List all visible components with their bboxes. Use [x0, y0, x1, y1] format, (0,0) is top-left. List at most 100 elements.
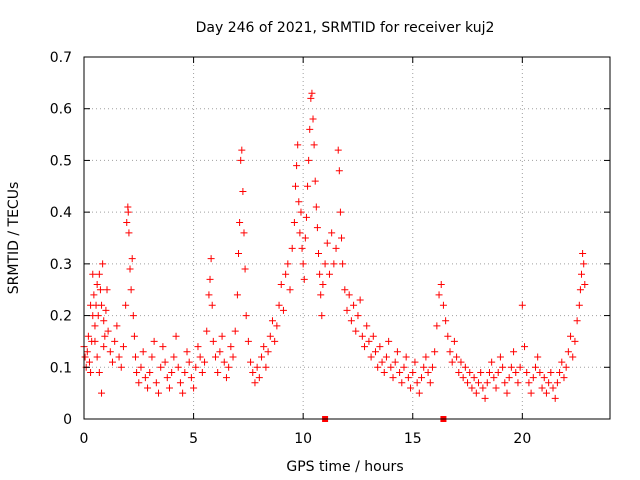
- data-point: [135, 379, 143, 387]
- data-point: [273, 322, 281, 330]
- data-point: [103, 286, 111, 294]
- data-point: [150, 337, 158, 345]
- data-point: [580, 260, 588, 268]
- data-point: [290, 218, 298, 226]
- data-point: [139, 348, 147, 356]
- data-point: [298, 244, 306, 252]
- data-point: [125, 229, 133, 237]
- data-point: [161, 358, 169, 366]
- data-point: [444, 332, 452, 340]
- data-point: [426, 379, 434, 387]
- data-point: [439, 301, 447, 309]
- data-point: [422, 353, 430, 361]
- data-point: [242, 312, 250, 320]
- x-tick-label: 10: [294, 431, 312, 447]
- data-point: [321, 260, 329, 268]
- data-point: [233, 291, 241, 299]
- data-point: [301, 234, 309, 242]
- data-point: [579, 250, 587, 258]
- data-point: [453, 353, 461, 361]
- data-point: [538, 384, 546, 392]
- data-point: [127, 286, 135, 294]
- data-point: [536, 368, 544, 376]
- data-point: [192, 363, 200, 371]
- data-point: [391, 358, 399, 366]
- data-point: [129, 312, 137, 320]
- data-point: [170, 353, 178, 361]
- data-point: [569, 353, 577, 361]
- data-point: [363, 322, 371, 330]
- data-point: [361, 343, 369, 351]
- data-point: [446, 348, 454, 356]
- data-point: [518, 301, 526, 309]
- data-point: [102, 306, 110, 314]
- data-point: [369, 332, 377, 340]
- data-point: [299, 260, 307, 268]
- data-point: [207, 255, 215, 263]
- data-point: [157, 363, 165, 371]
- data-point: [218, 332, 226, 340]
- data-point: [119, 343, 127, 351]
- data-point: [365, 337, 373, 345]
- y-tick-label: 0.6: [50, 102, 72, 118]
- data-point: [286, 286, 294, 294]
- data-point: [328, 229, 336, 237]
- data-point: [318, 312, 326, 320]
- data-point: [404, 374, 412, 382]
- data-point: [209, 337, 217, 345]
- data-point: [330, 260, 338, 268]
- data-point: [562, 363, 570, 371]
- data-point: [214, 368, 222, 376]
- data-point: [94, 312, 102, 320]
- data-point: [305, 156, 313, 164]
- data-point: [216, 348, 224, 356]
- data-point: [313, 224, 321, 232]
- data-point: [334, 146, 342, 154]
- data-point: [117, 363, 125, 371]
- data-point: [490, 374, 498, 382]
- data-point: [115, 353, 123, 361]
- data-point: [396, 368, 404, 376]
- data-point: [288, 244, 296, 252]
- x-tick-label: 5: [189, 431, 198, 447]
- data-point: [106, 348, 114, 356]
- data-point: [93, 281, 101, 289]
- data-point: [564, 348, 572, 356]
- data-point: [205, 291, 213, 299]
- data-point: [258, 353, 266, 361]
- data-point: [300, 275, 308, 283]
- data-point: [239, 187, 247, 195]
- data-point: [302, 213, 310, 221]
- data-point: [448, 358, 456, 366]
- data-point: [122, 301, 130, 309]
- data-point: [100, 317, 108, 325]
- data-point: [477, 368, 485, 376]
- data-point: [196, 353, 204, 361]
- data-point: [249, 368, 257, 376]
- data-point: [468, 384, 476, 392]
- data-point: [325, 270, 333, 278]
- data-point: [251, 379, 259, 387]
- y-tick-label: 0.1: [50, 360, 72, 376]
- data-point: [255, 374, 263, 382]
- data-point: [203, 327, 211, 335]
- data-point: [483, 379, 491, 387]
- y-tick-label: 0.2: [50, 309, 72, 325]
- data-point: [323, 239, 331, 247]
- data-point: [411, 358, 419, 366]
- data-point: [93, 353, 101, 361]
- data-point: [99, 260, 107, 268]
- data-point: [332, 244, 340, 252]
- data-point: [343, 306, 351, 314]
- data-point: [309, 115, 317, 123]
- data-point: [271, 337, 279, 345]
- data-point: [126, 265, 134, 273]
- data-point: [481, 394, 489, 402]
- data-point: [501, 379, 509, 387]
- data-point: [279, 306, 287, 314]
- data-point: [308, 89, 316, 97]
- data-point: [190, 384, 198, 392]
- data-point: [168, 368, 176, 376]
- data-point: [378, 358, 386, 366]
- data-point: [576, 286, 584, 294]
